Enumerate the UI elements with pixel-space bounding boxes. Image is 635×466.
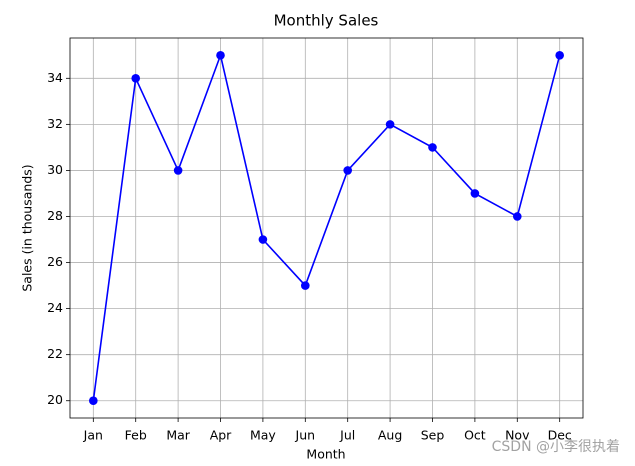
point [555,50,564,60]
x-tick-label: Dec [548,428,572,443]
y-tick-label: 20 [47,392,63,407]
x-tick-label: Nov [505,428,530,443]
point [301,281,310,290]
chart-title: Monthly Sales [274,12,379,30]
y-tick-label: 34 [47,70,63,85]
point [385,120,395,129]
watermark: CSDN @小李很执着 [492,439,620,455]
y-tick-label: 24 [47,300,63,315]
point [343,166,352,175]
point [131,74,141,83]
x-tick-label: Sep [421,428,445,443]
point [470,189,480,198]
y-tick-label: 26 [47,254,63,269]
x-tick-label: Jun [295,428,316,443]
y-axis-label: Sales (in thousands) [20,164,35,291]
x-tick-label: Feb [125,428,147,443]
x-tick-label: Mar [166,428,190,443]
x-axis-label: Month [306,447,345,462]
point [512,212,522,221]
point [173,166,183,175]
y-tick-label: 30 [47,162,63,177]
plot-frame [69,37,584,419]
x-tick-label: Jul [339,428,355,443]
y-tick-label: 28 [47,208,63,223]
x-tick-label: Aug [378,428,402,443]
point [258,235,268,244]
point [216,50,225,60]
y-tick-label: 32 [47,116,63,131]
x-tick-label: Jan [83,428,103,443]
point [89,396,98,406]
x-tick-label: Apr [210,428,232,443]
line [92,52,561,401]
y-tick-label: 22 [47,346,63,361]
x-tick-label: Oct [464,428,486,443]
point [428,143,437,152]
x-tick-label: May [250,428,276,443]
